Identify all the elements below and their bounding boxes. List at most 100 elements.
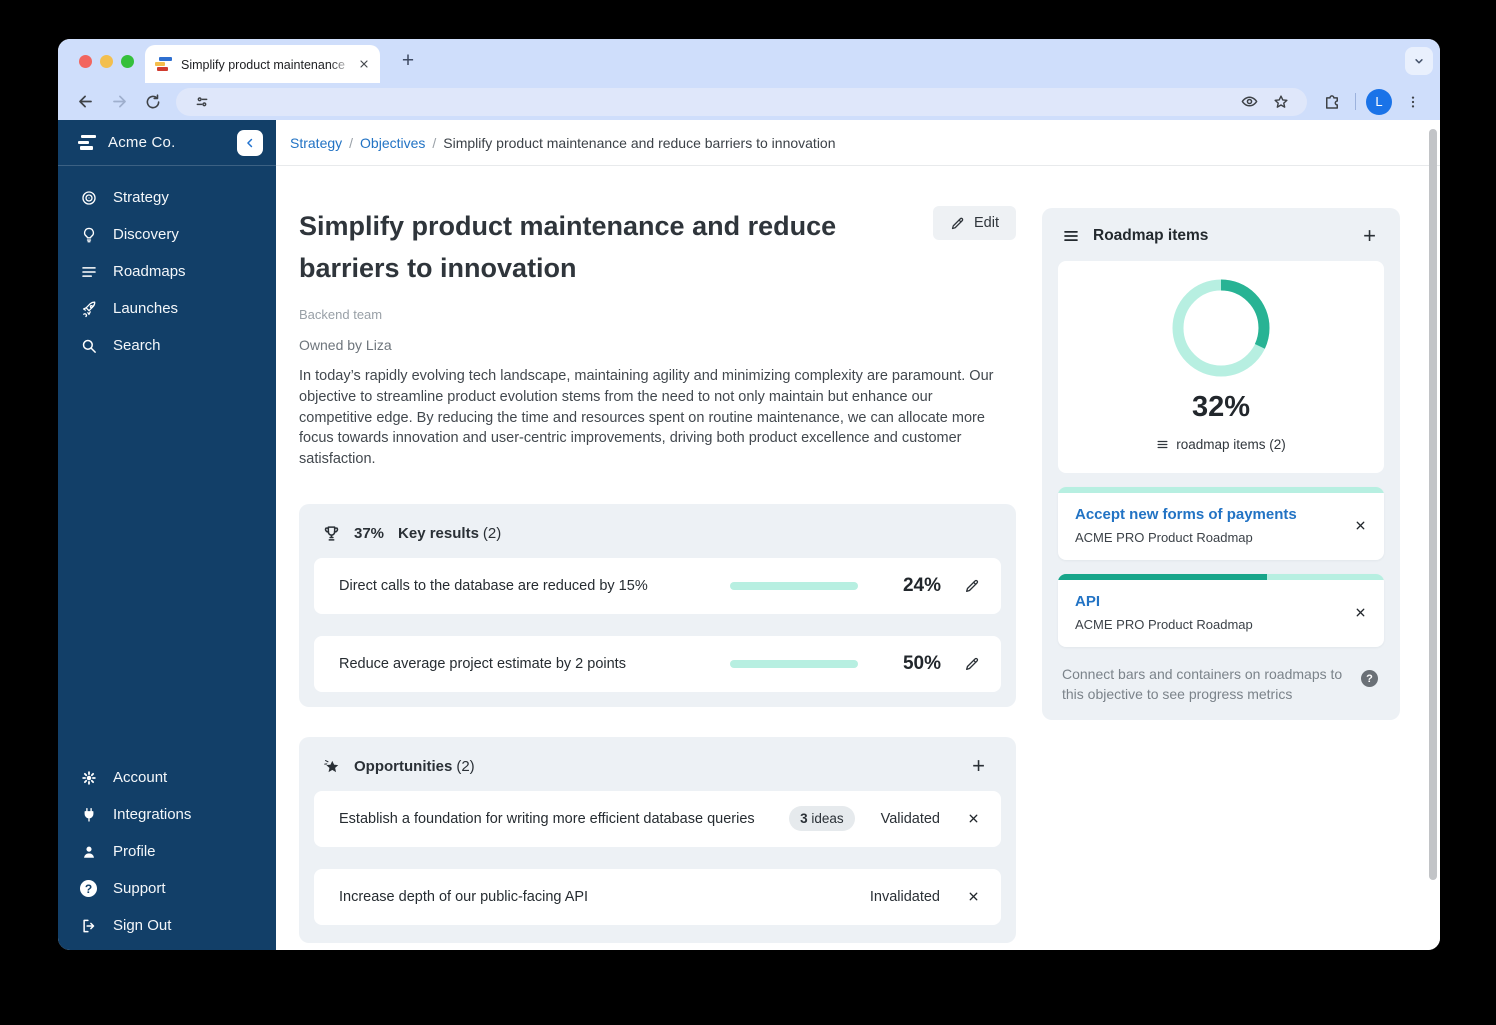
opportunity-row[interactable]: Establish a foundation for writing more …: [314, 790, 1001, 847]
plug-icon: [79, 805, 98, 824]
forward-icon[interactable]: [106, 89, 132, 115]
roadmap-items-caption: roadmap items (2): [1058, 437, 1384, 452]
edit-button[interactable]: Edit: [933, 206, 1016, 240]
sidebar-item-roadmaps[interactable]: Roadmaps: [58, 253, 276, 290]
key-result-row[interactable]: Reduce average project estimate by 2 poi…: [314, 635, 1001, 692]
key-results-header: 37% Key results (2): [314, 519, 1001, 558]
add-roadmap-item-button[interactable]: +: [1363, 223, 1376, 248]
sidebar-item-support[interactable]: ? Support: [58, 870, 276, 907]
browser-tab[interactable]: Simplify product maintenance: [145, 45, 380, 83]
roadmap-footnote: Connect bars and containers on roadmaps …: [1058, 664, 1384, 704]
site-settings-icon[interactable]: [189, 89, 215, 115]
sidebar-nav: Strategy Discovery Roadmaps: [58, 166, 276, 364]
remove-roadmap-item-icon[interactable]: [1354, 606, 1367, 619]
help-icon[interactable]: ?: [1361, 670, 1378, 687]
sidebar-item-launches[interactable]: Launches: [58, 290, 276, 327]
roadmap-item-subtitle: ACME PRO Product Roadmap: [1075, 617, 1253, 632]
new-tab-button[interactable]: +: [401, 49, 415, 72]
opportunities-title: Opportunities: [354, 757, 453, 775]
key-result-row[interactable]: Direct calls to the database are reduced…: [314, 557, 1001, 614]
roadmap-item-card[interactable]: API ACME PRO Product Roadmap: [1058, 574, 1384, 647]
tab-close-icon[interactable]: [358, 58, 370, 70]
remove-roadmap-item-icon[interactable]: [1354, 519, 1367, 532]
remove-opportunity-icon[interactable]: [967, 890, 980, 903]
roadmap-donut-chart: [1058, 278, 1384, 378]
person-icon: [79, 842, 98, 861]
opportunity-status: Validated: [880, 810, 940, 827]
opportunity-label: Increase depth of our public-facing API: [339, 888, 589, 905]
bars-icon: [1156, 438, 1169, 451]
tab-title: Simplify product maintenance: [181, 56, 352, 72]
roadmap-item-card[interactable]: Accept new forms of payments ACME PRO Pr…: [1058, 487, 1384, 560]
sidebar-item-sign-out[interactable]: Sign Out: [58, 907, 276, 944]
reload-icon[interactable]: [140, 89, 166, 115]
sidebar-item-label: Support: [113, 880, 166, 897]
opportunities-header: Opportunities (2) +: [314, 752, 1001, 791]
main-area: Strategy / Objectives / Simplify product…: [276, 120, 1440, 950]
bars-icon: [1062, 227, 1080, 245]
breadcrumb: Strategy / Objectives / Simplify product…: [276, 120, 1440, 166]
breadcrumb-link-objectives[interactable]: Objectives: [360, 134, 426, 151]
key-results-percent: 37%: [354, 524, 385, 542]
key-result-percent: 24%: [902, 574, 941, 596]
app-sidebar: Acme Co. Strategy Discovery: [58, 120, 276, 950]
maximize-window-button[interactable]: [121, 54, 134, 68]
back-icon[interactable]: [72, 89, 98, 115]
window-controls: [79, 54, 134, 68]
owner-label: Owned by Liza: [299, 337, 392, 353]
pencil-icon: [950, 216, 965, 231]
sidebar-item-search[interactable]: Search: [58, 327, 276, 364]
key-results-count: (2): [482, 524, 502, 542]
key-result-label: Direct calls to the database are reduced…: [339, 577, 648, 594]
team-label: Backend team: [299, 307, 383, 322]
sidebar-item-strategy[interactable]: Strategy: [58, 179, 276, 216]
bars-icon: [79, 262, 98, 281]
pencil-icon[interactable]: [964, 578, 980, 594]
reading-mode-eye-icon[interactable]: [1236, 89, 1262, 115]
add-opportunity-button[interactable]: +: [972, 753, 985, 779]
sidebar-collapse-button[interactable]: [237, 129, 263, 156]
edit-button-label: Edit: [974, 215, 999, 231]
sign-out-icon: [79, 916, 98, 935]
tab-search-chevron-icon[interactable]: [1405, 47, 1433, 75]
roadmap-item-title[interactable]: API: [1075, 593, 1101, 610]
progress-bar: [730, 659, 858, 668]
opportunity-row[interactable]: Increase depth of our public-facing API …: [314, 868, 1001, 925]
sidebar-item-profile[interactable]: Profile: [58, 833, 276, 870]
sidebar-item-account[interactable]: Account: [58, 759, 276, 796]
scrollbar-thumb[interactable]: [1429, 129, 1437, 880]
gear-icon: [79, 768, 98, 787]
page-title: Simplify product maintenance and reduce …: [299, 211, 837, 283]
bookmark-star-icon[interactable]: [1268, 89, 1294, 115]
progress-bar: [730, 581, 858, 590]
roadmap-items-panel: Roadmap items + 32%: [1042, 208, 1400, 720]
browser-toolbar: L: [58, 83, 1440, 120]
breadcrumb-separator: /: [349, 134, 354, 151]
minimize-window-button[interactable]: [100, 54, 113, 68]
lightbulb-icon: [79, 225, 98, 244]
breadcrumb-link-strategy[interactable]: Strategy: [290, 134, 343, 151]
site-favicon-icon: [155, 57, 172, 71]
close-window-button[interactable]: [79, 54, 92, 68]
remove-opportunity-icon[interactable]: [967, 812, 980, 825]
sidebar-item-discovery[interactable]: Discovery: [58, 216, 276, 253]
extensions-puzzle-icon[interactable]: [1319, 89, 1345, 115]
key-results-title: Key results: [398, 524, 479, 542]
browser-menu-kebab-icon[interactable]: [1400, 89, 1426, 115]
key-result-label: Reduce average project estimate by 2 poi…: [339, 655, 626, 672]
roadmap-item-progress-bar: [1058, 487, 1384, 493]
address-bar[interactable]: [176, 87, 1307, 116]
browser-tabstrip: Simplify product maintenance +: [58, 39, 1440, 83]
sidebar-item-label: Search: [113, 337, 161, 354]
sidebar-item-label: Account: [113, 769, 168, 786]
breadcrumb-separator: /: [432, 134, 437, 151]
sidebar-header: Acme Co.: [58, 120, 276, 166]
roadmap-item-title[interactable]: Accept new forms of payments: [1075, 506, 1297, 523]
pencil-icon[interactable]: [964, 656, 980, 672]
profile-avatar[interactable]: L: [1366, 88, 1392, 115]
key-results-panel: 37% Key results (2) Direct calls to the …: [299, 503, 1016, 707]
company-logo-icon: [78, 135, 97, 150]
sidebar-item-label: Roadmaps: [113, 263, 186, 280]
rocket-icon: [79, 299, 98, 318]
sidebar-item-integrations[interactable]: Integrations: [58, 796, 276, 833]
